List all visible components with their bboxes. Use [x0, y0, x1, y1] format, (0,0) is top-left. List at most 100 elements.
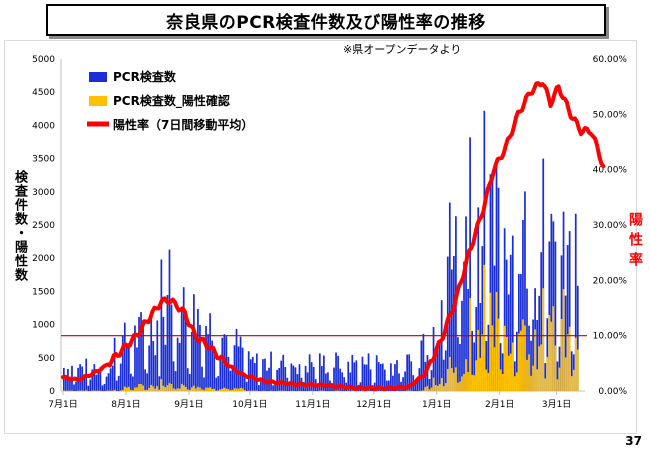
positive-bar — [558, 367, 561, 391]
test-bar — [160, 259, 163, 391]
y-tick-label: 3000 — [32, 188, 55, 198]
test-bar — [91, 369, 94, 391]
positive-bar — [473, 375, 476, 391]
positive-bar — [520, 330, 522, 391]
test-bar — [341, 372, 344, 391]
test-bar — [142, 320, 144, 391]
x-tick-label: 12月1日 — [356, 399, 391, 410]
test-bar — [375, 355, 378, 391]
test-bar — [320, 366, 323, 391]
test-bar — [162, 316, 165, 391]
test-bar — [554, 241, 557, 391]
positive-bar — [144, 389, 146, 391]
test-bar — [290, 363, 293, 391]
positive-bar — [188, 389, 191, 391]
positive-bar — [528, 354, 530, 391]
positive-bar — [182, 385, 185, 391]
positive-bar — [193, 385, 195, 391]
test-bar — [318, 353, 321, 391]
positive-bar — [211, 388, 214, 391]
test-bar — [107, 373, 110, 391]
test-bar — [272, 385, 274, 391]
test-bar — [532, 319, 534, 391]
test-bar — [138, 317, 140, 391]
positive-bar — [436, 385, 439, 391]
legend-label-tests: PCR検査数 — [113, 69, 177, 84]
positive-bar — [213, 388, 216, 391]
test-bar — [294, 367, 297, 391]
test-bar — [219, 357, 222, 391]
test-bar — [442, 359, 445, 391]
positive-bar — [530, 375, 532, 391]
test-bar — [168, 249, 171, 391]
x-tick-label: 9月1日 — [174, 399, 203, 410]
test-bar — [337, 355, 339, 391]
test-bar — [184, 311, 187, 391]
test-bar — [448, 202, 451, 391]
positive-bar — [444, 383, 447, 391]
positive-bar — [121, 389, 124, 391]
positive-bar — [134, 387, 136, 391]
test-bar — [278, 367, 281, 391]
positive-bar — [434, 385, 437, 391]
positive-bar — [209, 387, 211, 391]
test-bar — [404, 371, 406, 391]
y-tick-label: 4000 — [32, 121, 55, 131]
positive-bar — [156, 386, 159, 391]
positive-bar — [150, 384, 153, 391]
x-tick-label: 11月1日 — [295, 399, 330, 410]
test-bar — [101, 385, 104, 391]
positive-bar — [225, 388, 228, 391]
test-bar — [158, 376, 161, 391]
positive-bar — [518, 333, 520, 391]
test-bar — [477, 207, 480, 391]
test-bar — [146, 373, 149, 391]
y-tick-label: 2500 — [32, 221, 55, 231]
positive-bar — [467, 371, 469, 391]
test-bar — [255, 353, 258, 391]
test-bar — [402, 377, 404, 391]
test-bar — [105, 376, 108, 391]
test-bar — [339, 368, 341, 391]
positive-bar — [138, 384, 140, 391]
y-tick-label: 3500 — [32, 155, 55, 165]
positive-bar — [532, 365, 534, 391]
test-bar — [166, 294, 169, 391]
positive-bar — [136, 387, 138, 391]
y2-tick-label: 0.00% — [598, 387, 627, 397]
legend-label-rate: 陽性率（7日間移動平均） — [113, 117, 253, 132]
test-bar — [507, 294, 510, 391]
y-tick-label: 5000 — [32, 55, 55, 65]
test-bar — [450, 269, 453, 391]
test-bar — [130, 373, 132, 391]
y-tick-label: 500 — [38, 354, 55, 364]
test-bar — [260, 381, 262, 391]
test-bar — [564, 295, 567, 391]
source-note: ※県オープンデータより — [343, 42, 461, 56]
test-bar — [483, 110, 486, 392]
positive-bar — [544, 378, 547, 391]
test-bar — [475, 307, 478, 391]
positive-bar — [550, 321, 553, 391]
positive-bar — [477, 329, 480, 391]
test-bar — [262, 359, 264, 391]
test-bar — [258, 385, 260, 391]
test-bar — [428, 378, 431, 391]
test-bar — [410, 361, 413, 391]
y-tick-label: 1000 — [32, 321, 55, 331]
test-bar — [414, 380, 417, 391]
test-bar — [367, 353, 370, 391]
test-bar — [576, 285, 579, 391]
test-bar — [440, 300, 443, 391]
positive-bar — [471, 374, 474, 391]
test-bar — [327, 372, 329, 391]
test-bar — [95, 374, 98, 391]
test-bar — [381, 363, 384, 391]
positive-bar — [446, 368, 449, 391]
test-bar — [463, 261, 465, 391]
test-bar — [493, 265, 496, 391]
test-bar — [156, 320, 159, 391]
test-bar — [430, 370, 433, 391]
test-bar — [408, 354, 411, 391]
test-bar — [325, 373, 327, 391]
